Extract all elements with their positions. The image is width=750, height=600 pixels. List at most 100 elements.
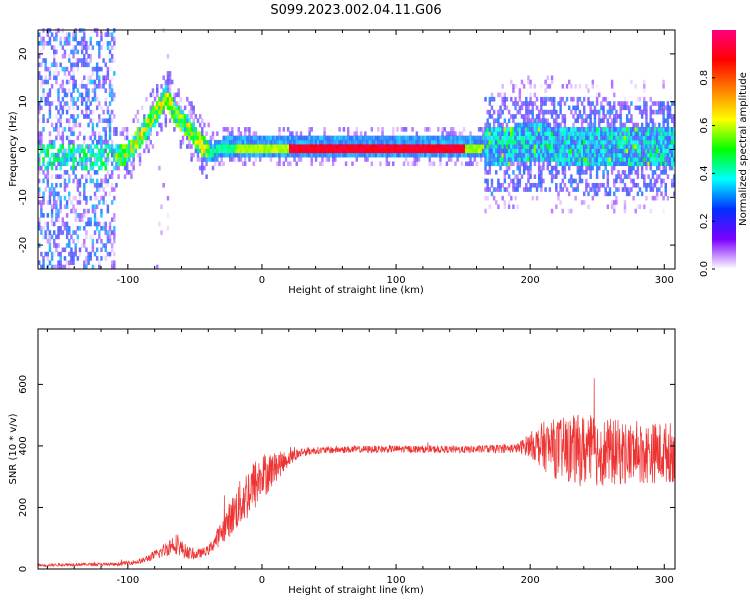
spectrogram-cell bbox=[269, 135, 273, 141]
spectrogram-cell bbox=[259, 135, 262, 141]
spectrogram-cell bbox=[160, 92, 163, 98]
spectrogram-cell bbox=[89, 118, 92, 124]
spectrogram-cell bbox=[542, 118, 545, 124]
spectrogram-cell bbox=[587, 96, 590, 102]
spectrogram-cell bbox=[113, 187, 116, 192]
spectrogram-cell bbox=[589, 105, 592, 111]
spectrogram-cell bbox=[50, 174, 54, 179]
spectrogram-cell bbox=[205, 148, 208, 154]
spectrogram-cell bbox=[574, 105, 577, 111]
spectrogram-cell bbox=[248, 131, 251, 136]
spectrogram-cell bbox=[662, 135, 665, 141]
spectrogram-cell bbox=[552, 165, 556, 171]
spectrogram-cell bbox=[591, 195, 595, 201]
spectrogram-cell bbox=[525, 144, 528, 149]
spectrogram-cell bbox=[261, 148, 264, 154]
spectrogram-cell bbox=[140, 131, 144, 136]
spectrogram-cell bbox=[175, 109, 178, 115]
spectrogram-cell bbox=[85, 157, 88, 162]
spectrogram-cell bbox=[557, 152, 560, 158]
spectrogram-cell bbox=[346, 152, 350, 158]
spectrogram-cell bbox=[488, 135, 492, 141]
spectrogram-cell bbox=[186, 131, 189, 136]
spectrogram-cell bbox=[411, 148, 414, 154]
spectrogram-cell bbox=[366, 135, 369, 141]
spectrogram-cell bbox=[46, 251, 50, 257]
spectrogram-cell bbox=[583, 152, 586, 158]
spectrogram-cell bbox=[100, 118, 103, 124]
spectrogram-cell bbox=[76, 135, 80, 141]
spectrogram-cell bbox=[346, 148, 350, 154]
spectrogram-cell bbox=[80, 40, 84, 46]
spectrogram-cell bbox=[634, 182, 637, 188]
spectrogram-cell bbox=[57, 234, 60, 240]
spectrogram-cell bbox=[93, 217, 97, 222]
spectrogram-cell bbox=[106, 109, 110, 115]
spectrogram-cell bbox=[93, 84, 97, 89]
spectrogram-cell bbox=[194, 144, 198, 149]
spectrogram-cell bbox=[580, 139, 584, 145]
spectrogram-cell bbox=[95, 221, 99, 227]
spectrogram-cell bbox=[115, 161, 118, 167]
spectrogram-cell bbox=[542, 157, 545, 162]
spectrogram-cell bbox=[38, 187, 41, 192]
spectrogram-cell bbox=[432, 161, 436, 167]
spectrogram-cell bbox=[595, 101, 599, 106]
spectrogram-cell bbox=[379, 135, 382, 141]
spectrogram-cell bbox=[98, 200, 101, 205]
spectrogram-cell bbox=[295, 161, 298, 167]
spectrogram-cell bbox=[78, 182, 82, 188]
spectrogram-cell bbox=[437, 139, 440, 145]
spectrogram-cell bbox=[501, 144, 504, 149]
spectrogram-cell bbox=[486, 187, 489, 192]
spectrogram-cell bbox=[95, 96, 99, 102]
spectrogram-cell bbox=[355, 144, 359, 149]
spectrogram-cell bbox=[518, 178, 522, 184]
spectrogram-cell bbox=[65, 234, 69, 240]
spectrogram-cell bbox=[593, 157, 597, 162]
spectrogram-cell bbox=[608, 187, 612, 192]
spectrogram-cell bbox=[565, 131, 569, 136]
spectrogram-cell bbox=[537, 114, 541, 119]
spectrogram-cell bbox=[192, 109, 195, 115]
spectrogram-cell bbox=[464, 148, 468, 154]
spectrogram-cell bbox=[632, 157, 635, 162]
spectrogram-cell bbox=[50, 139, 54, 145]
spectrogram-cell bbox=[331, 148, 335, 154]
spectrogram-cell bbox=[651, 170, 655, 175]
spectrogram-cell bbox=[164, 92, 168, 98]
spectrogram-cell bbox=[44, 58, 47, 63]
spectrogram-cell bbox=[72, 148, 75, 154]
spectrogram-cell bbox=[598, 152, 601, 158]
spectrogram-cell bbox=[130, 161, 133, 167]
spectrogram-cell bbox=[576, 144, 580, 149]
spectrogram-cell bbox=[430, 139, 434, 145]
spectrogram-cell bbox=[293, 157, 296, 162]
spectrogram-cell bbox=[454, 152, 457, 158]
spectrogram-cell bbox=[42, 178, 45, 184]
spectrogram-cell bbox=[61, 96, 65, 102]
spectrogram-cell bbox=[98, 148, 101, 154]
spectrogram-cell bbox=[552, 139, 556, 145]
spectrogram-cell bbox=[100, 195, 103, 201]
spectrogram-cell bbox=[61, 221, 65, 227]
spectrogram-cell bbox=[552, 144, 556, 149]
spectrogram-cell bbox=[471, 139, 474, 145]
spectrogram-cell bbox=[166, 213, 170, 218]
spectrogram-cell bbox=[664, 131, 667, 136]
spectrogram-cell bbox=[664, 148, 667, 154]
spectrogram-cell bbox=[477, 135, 481, 141]
spectrogram-cell bbox=[40, 208, 43, 214]
spectrogram-cell bbox=[407, 139, 410, 145]
spectrogram-cell bbox=[527, 135, 530, 141]
spectrogram-cell bbox=[50, 221, 54, 227]
spectrogram-cell bbox=[119, 131, 122, 136]
spectrogram-cell bbox=[617, 135, 620, 141]
spectrogram-cell bbox=[80, 161, 84, 167]
spectrogram-cell bbox=[544, 148, 547, 154]
spectrogram-cell bbox=[70, 101, 73, 106]
spectrogram-cell bbox=[104, 144, 107, 149]
spectrogram-cell bbox=[497, 135, 500, 141]
spectrogram-cell bbox=[570, 127, 573, 132]
spectrogram-cell bbox=[625, 139, 629, 145]
